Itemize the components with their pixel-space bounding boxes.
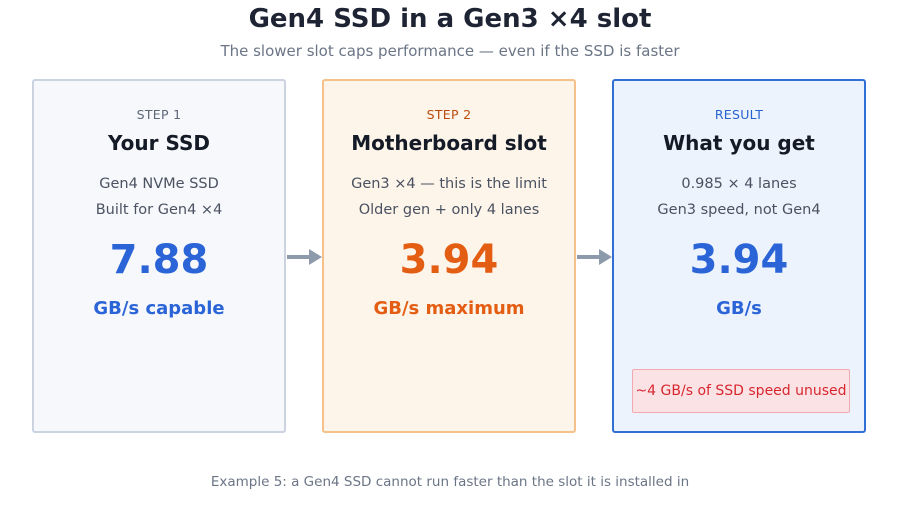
card-heading: Motherboard slot	[351, 131, 547, 155]
result-speed-value: 3.94	[689, 237, 789, 283]
card-description-line: Built for Gen4 ×4	[95, 202, 223, 218]
diagram-subtitle: The slower slot caps performance — even …	[220, 42, 680, 60]
card-description-line: Older gen + only 4 lanes	[358, 202, 540, 218]
diagram-caption: Example 5: a Gen4 SSD cannot run faster …	[210, 474, 690, 490]
step-label: STEP 2	[426, 107, 472, 122]
result-card: RESULT What you get 0.985 × 4 lanes Gen3…	[612, 79, 866, 433]
motherboard-slot-card: STEP 2 Motherboard slot Gen3 ×4 — this i…	[322, 79, 576, 433]
ssd-card: STEP 1 Your SSD Gen4 NVMe SSD Built for …	[32, 79, 286, 433]
step-label: RESULT	[714, 107, 764, 122]
slot-speed-value: 3.94	[399, 237, 499, 283]
slot-speed-unit: GB/s maximum	[373, 298, 525, 319]
arrow-right-icon	[287, 249, 322, 265]
ssd-speed-value: 7.88	[109, 237, 209, 283]
card-description-line: Gen3 ×4 — this is the limit	[351, 176, 547, 192]
ssd-speed-unit: GB/s capable	[93, 298, 225, 319]
card-description-line: 0.985 × 4 lanes	[681, 176, 797, 192]
result-speed-unit: GB/s	[716, 298, 762, 319]
step-label: STEP 1	[136, 107, 182, 122]
card-heading: Your SSD	[108, 131, 210, 155]
card-description-line: Gen3 speed, not Gen4	[657, 202, 821, 218]
card-heading: What you get	[663, 131, 815, 155]
unused-speed-warning: ~4 GB/s of SSD speed unused	[632, 369, 850, 413]
diagram-title: Gen4 SSD in a Gen3 ×4 slot	[248, 4, 652, 34]
card-description-line: Gen4 NVMe SSD	[99, 176, 219, 192]
arrow-right-icon	[577, 249, 612, 265]
